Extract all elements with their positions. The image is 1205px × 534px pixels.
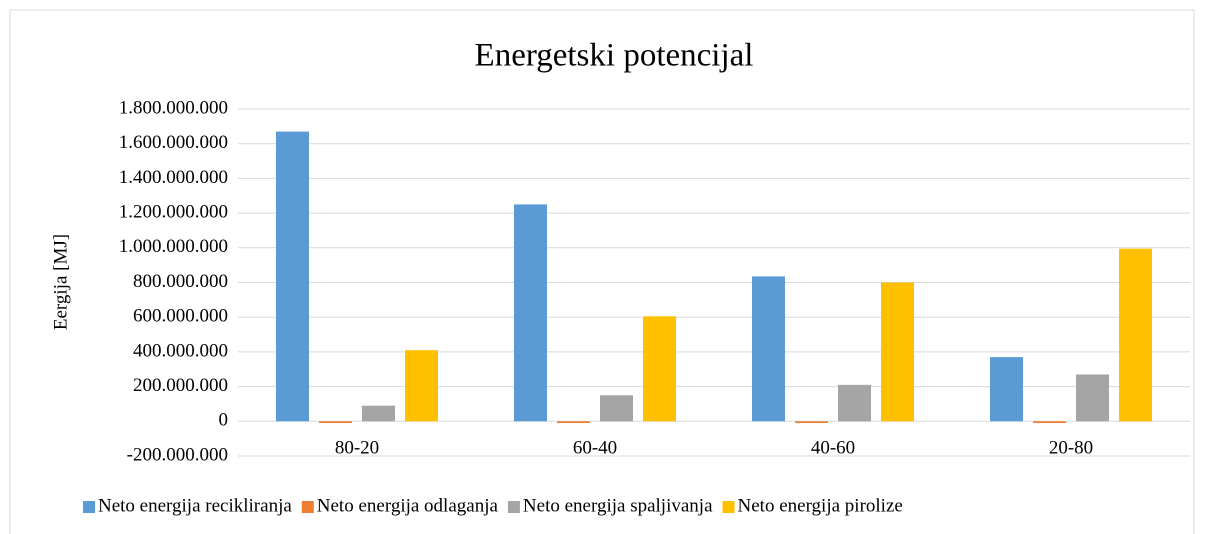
x-tick-label: 40-60 [811, 437, 855, 458]
bar [752, 276, 785, 422]
bar [643, 316, 676, 422]
legend-marker [83, 501, 95, 513]
x-tick-label: 60-40 [573, 437, 617, 458]
y-tick-label: 1.400.000.000 [119, 167, 228, 188]
bar [1119, 248, 1152, 422]
chart-title: Energetski potencijal [475, 38, 754, 74]
y-tick-label: 1.600.000.000 [119, 132, 228, 153]
bar [838, 384, 871, 422]
bar [405, 350, 438, 422]
legend-marker [722, 501, 735, 513]
bar [276, 131, 309, 422]
legend-label: Neto energija pirolize [738, 495, 903, 516]
y-tick-label: 1.000.000.000 [119, 236, 228, 257]
x-tick-label: 20-80 [1049, 437, 1093, 458]
y-tick-label: -200.000.000 [127, 444, 228, 465]
y-tick-label: 800.000.000 [133, 271, 228, 292]
y-tick-label: 0 [219, 410, 229, 431]
legend-marker [301, 501, 314, 513]
bar [557, 421, 590, 424]
bar [362, 405, 395, 422]
y-axis-label: Eergija [MJ] [50, 234, 71, 330]
legend-label: Neto energija recikliranja [98, 495, 292, 516]
legend-marker [507, 501, 520, 513]
bar [1076, 374, 1109, 422]
bar [1033, 421, 1066, 424]
chart-frame [9, 9, 1195, 534]
bar [600, 395, 633, 422]
y-tick-label: 400.000.000 [133, 340, 228, 361]
y-tick-label: 1.200.000.000 [119, 201, 228, 222]
legend-label: Neto energija spaljivanja [523, 495, 713, 516]
y-tick-label: 600.000.000 [133, 306, 228, 327]
bar [795, 421, 828, 424]
legend-label: Neto energija odlaganja [317, 495, 499, 516]
bar [514, 204, 547, 422]
x-tick-label: 80-20 [335, 437, 379, 458]
y-tick-label: 1.800.000.000 [119, 97, 228, 118]
y-tick-label: 200.000.000 [133, 375, 228, 396]
bar [990, 357, 1023, 422]
bar [881, 282, 914, 422]
bar [319, 421, 352, 424]
